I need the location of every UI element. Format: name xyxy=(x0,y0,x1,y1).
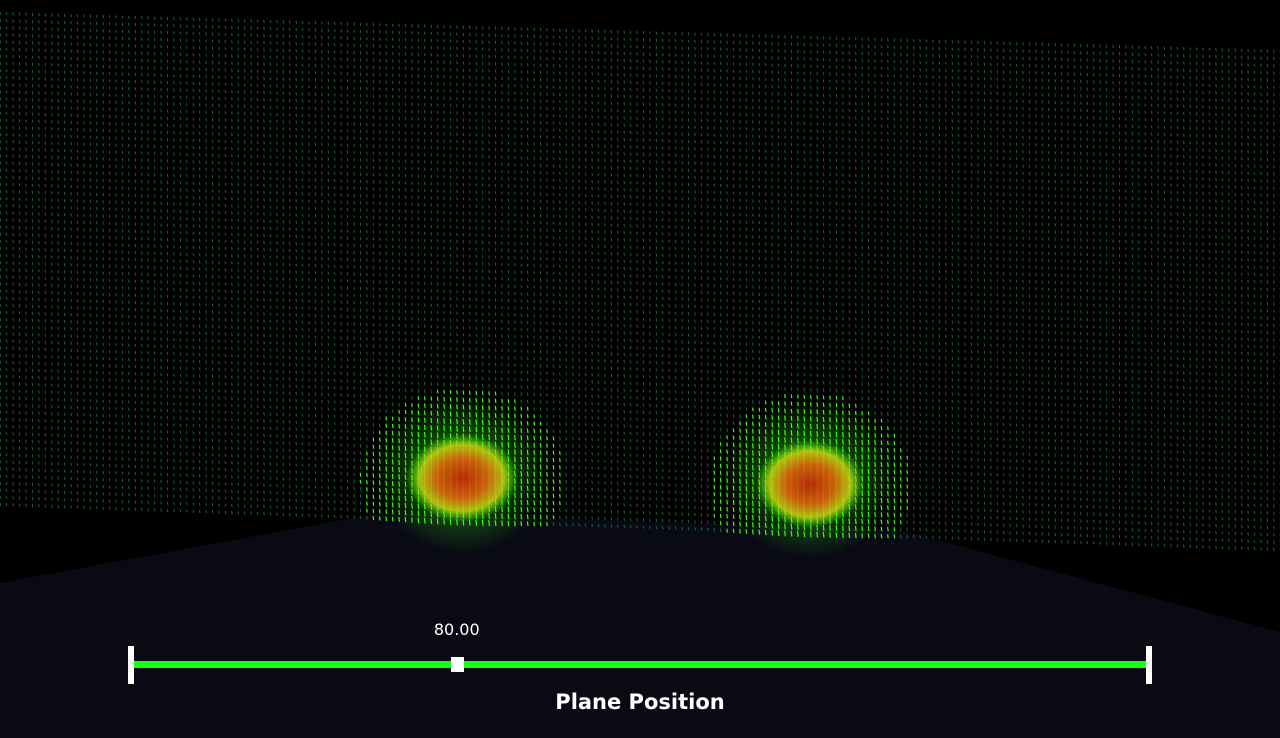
vortex-right xyxy=(722,398,898,558)
slider-handle[interactable] xyxy=(450,657,464,672)
ground-plane xyxy=(0,513,1280,738)
vortex-left xyxy=(374,393,550,553)
low-velocity-glyphs xyxy=(0,11,1280,551)
slider-right-cap[interactable] xyxy=(1146,646,1152,684)
slider-left-cap[interactable] xyxy=(128,646,134,684)
slider-track[interactable] xyxy=(131,661,1149,668)
